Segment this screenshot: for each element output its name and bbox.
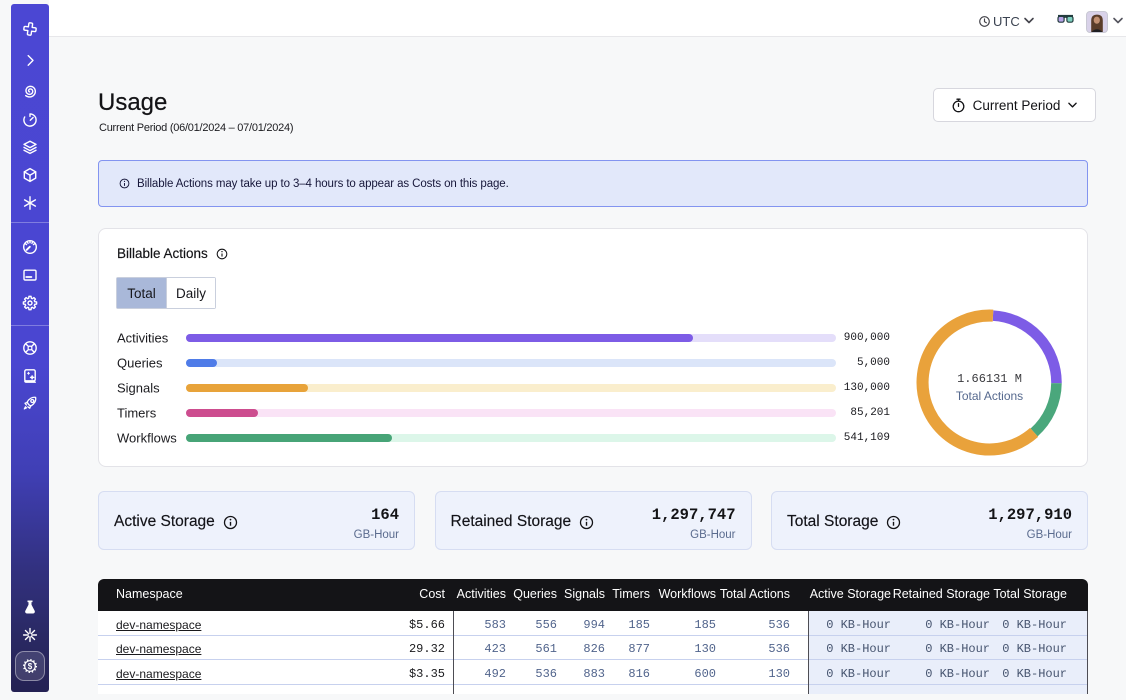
svg-text:$: $ [28, 662, 33, 671]
